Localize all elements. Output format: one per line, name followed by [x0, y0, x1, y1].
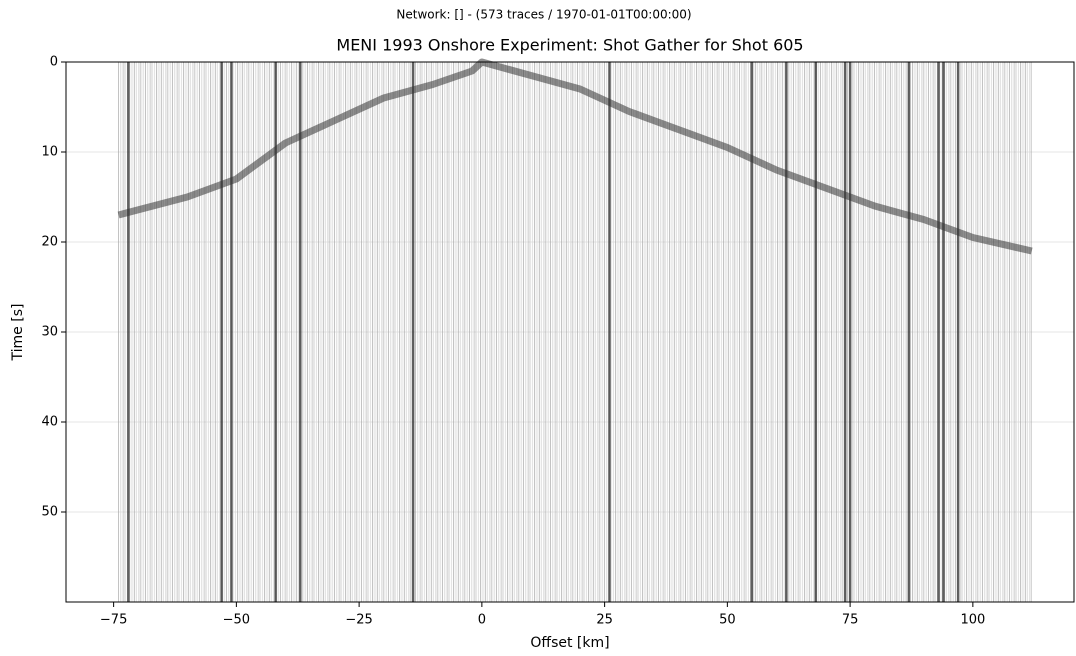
x-tick-label: 0 — [478, 613, 486, 628]
x-tick-label: 25 — [596, 613, 613, 628]
x-tick-label: 50 — [719, 613, 736, 628]
y-tick-label: 20 — [41, 235, 58, 250]
y-tick-label: 40 — [41, 415, 58, 430]
first-arrival — [117, 58, 1033, 255]
x-tick-label: 75 — [842, 613, 859, 628]
x-tick-label: −50 — [223, 613, 250, 628]
plot-area — [66, 58, 1074, 602]
x-tick-label: −25 — [345, 613, 372, 628]
y-tick-label: 30 — [41, 325, 58, 340]
x-axis-label: Offset [km] — [530, 635, 609, 651]
x-tick-label: −75 — [100, 613, 127, 628]
y-tick-label: 0 — [50, 55, 58, 70]
y-tick-label: 10 — [41, 145, 58, 160]
chart-title: MENI 1993 Onshore Experiment: Shot Gathe… — [336, 36, 803, 55]
suptitle: Network: [] - (573 traces / 1970-01-01T0… — [396, 8, 691, 22]
y-axis-label: Time [s] — [10, 304, 26, 362]
x-tick-label: 100 — [960, 613, 985, 628]
y-tick-label: 50 — [41, 505, 58, 520]
